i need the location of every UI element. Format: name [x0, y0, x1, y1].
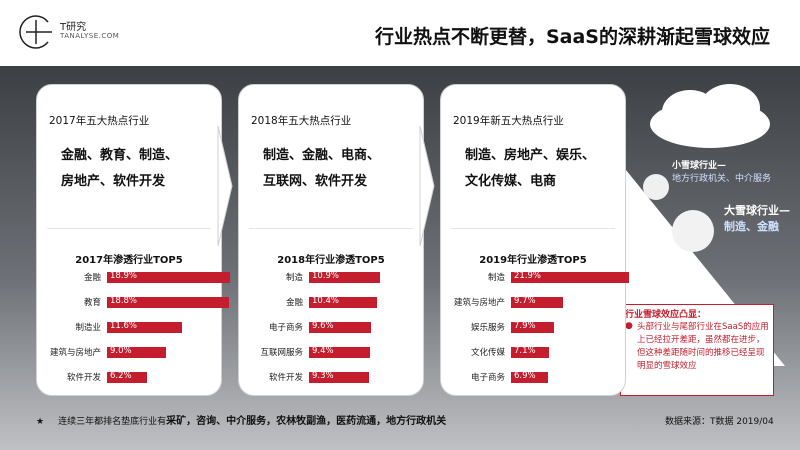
bar: 9.0%: [107, 346, 166, 358]
hot-line-2: 文化传媒、电商: [465, 174, 557, 189]
bar-label: 建筑与房地产: [49, 348, 101, 358]
star-icon: ★: [36, 417, 45, 427]
panel-arrow-icon: [419, 126, 435, 246]
panel-title: 2018年五大热点行业: [251, 115, 352, 127]
small-snowball-label: 小雪球行业— 地方行政机关、中介服务: [672, 158, 771, 184]
bar-label: 软件开发: [268, 373, 303, 383]
logo-subtitle: TANALYSE.COM: [60, 32, 120, 40]
bar-label: 电子商务: [268, 323, 303, 333]
hot-line-2: 房地产、软件开发: [61, 174, 166, 189]
small-snowball-desc: 地方行政机关、中介服务: [672, 174, 772, 184]
bar: 9.4%: [309, 346, 370, 358]
logo: T研究 TANALYSE.COM: [18, 14, 138, 54]
bar-value-label: 7.1%: [514, 346, 536, 356]
bar: 10.4%: [309, 296, 377, 308]
cloud-icon: [650, 84, 770, 148]
logo-name: T研究: [60, 22, 87, 33]
bar-label: 金融: [285, 298, 303, 308]
bar: 11.6%: [107, 321, 182, 333]
hot-line-1: 金融、教育、制造、: [61, 148, 179, 163]
bar-label: 娱乐服务: [470, 323, 505, 333]
bar-label: 制造: [285, 273, 303, 283]
bar-value-label: 11.6%: [110, 321, 138, 331]
hot-line-1: 制造、金融、电商、: [263, 148, 381, 163]
divider: [451, 228, 615, 229]
panel-title: 2017年五大热点行业: [49, 115, 150, 127]
bar: 9.6%: [309, 321, 371, 333]
bar-value-label: 21.9%: [514, 271, 542, 281]
bar: 7.1%: [511, 346, 549, 358]
bar-label: 制造: [487, 273, 505, 283]
bar-label: 互联网服务: [260, 348, 303, 358]
bar-value-label: 9.0%: [110, 346, 132, 356]
hot-industries: 制造、金融、电商、 互联网、软件开发: [263, 143, 413, 195]
bar-value-label: 9.7%: [514, 296, 536, 306]
data-source: 数据来源：T数据 2019/04: [665, 417, 774, 427]
bar-label: 金融: [83, 273, 101, 283]
footnote-prefix: 连续三年都排名垫底行业有: [58, 417, 167, 427]
bar-value-label: 7.9%: [514, 321, 536, 331]
industry-panel-3: 2019年新五大热点行业制造、房地产、娱乐、 文化传媒、电商 2019年行业渗透TO…: [440, 84, 629, 396]
bar-value-label: 6.9%: [514, 371, 536, 381]
bar-label: 软件开发: [66, 373, 101, 383]
effect-body: 头部行业与尾部行业在SaaS的应用上已经拉开差距，虽然都在进步，但这种差距随时间…: [637, 322, 769, 371]
industry-panel-1: 2017年五大热点行业金融、教育、制造、 房地产、软件开发 2017年渗透行业TOP…: [36, 84, 230, 396]
bar-value-label: 10.4%: [312, 296, 340, 306]
big-snowball-label: 大雪球行业— 制造、金融: [724, 202, 790, 234]
footnote: ★ 连续三年都排名垫底行业有采矿，咨询、中介服务，农林牧副渔，医药流通，地方行政机…: [36, 412, 446, 427]
effect-bullet: ●: [625, 321, 633, 331]
big-snowball-icon: [672, 210, 714, 252]
bar-label: 建筑与房地产: [453, 298, 505, 308]
bar: 7.9%: [511, 321, 554, 333]
chart-title: 2018年行业渗透TOP5: [277, 255, 385, 266]
bar-label: 制造业: [75, 323, 101, 333]
hot-line-1: 制造、房地产、娱乐、: [465, 148, 596, 163]
chart-title: 2019年行业渗透TOP5: [479, 255, 587, 266]
chart-title: 2017年渗透行业TOP5: [75, 255, 183, 266]
bar-value-label: 18.8%: [110, 296, 138, 306]
bar-value-label: 10.9%: [312, 271, 340, 281]
bar-value-label: 9.6%: [312, 321, 334, 331]
bar: 9.3%: [309, 371, 369, 383]
logo-mark-icon: [19, 15, 52, 49]
bar: 21.9%: [511, 271, 629, 283]
header: T研究 TANALYSE.COM 行业热点不断更替，SaaS的深耕渐起雪球效应: [0, 0, 800, 62]
bar-value-label: 9.4%: [312, 346, 334, 356]
divider: [249, 228, 413, 229]
bar: 18.9%: [107, 271, 230, 283]
bar-value-label: 9.3%: [312, 371, 334, 381]
panel-title: 2019年新五大热点行业: [453, 115, 564, 127]
small-snowball-icon: [643, 174, 669, 200]
bar: 6.2%: [107, 371, 147, 383]
hot-industries: 金融、教育、制造、 房地产、软件开发: [61, 143, 211, 195]
bar-label: 文化传媒: [470, 348, 505, 358]
bar-value-label: 6.2%: [110, 371, 132, 381]
bar: 6.9%: [511, 371, 548, 383]
hot-line-2: 互联网、软件开发: [263, 174, 368, 189]
big-snowball-title: 大雪球行业—: [724, 204, 790, 217]
snowball-effect-box: 行业雪球效应凸显： ● 头部行业与尾部行业在SaaS的应用上已经拉开差距，虽然都…: [620, 304, 774, 396]
divider: [47, 228, 211, 229]
hot-industries: 制造、房地产、娱乐、 文化传媒、电商: [465, 143, 615, 195]
industry-panel-2: 2018年五大热点行业制造、金融、电商、 互联网、软件开发 2018年行业渗透TOP…: [238, 84, 424, 396]
page-title: 行业热点不断更替，SaaS的深耕渐起雪球效应: [374, 26, 770, 48]
small-snowball-title: 小雪球行业—: [672, 161, 727, 171]
effect-title: 行业雪球效应凸显：: [625, 310, 707, 320]
bar-label: 教育: [83, 298, 101, 308]
bar: 18.8%: [107, 296, 229, 308]
big-snowball-desc: 制造、金融: [724, 220, 779, 233]
bar-value-label: 18.9%: [110, 271, 138, 281]
footnote-bold: 采矿，咨询、中介服务，农林牧副渔，医药流通，地方行政机关: [166, 416, 447, 427]
panel-arrow-icon: [217, 126, 233, 246]
bar: 10.9%: [309, 271, 380, 283]
bar-label: 电子商务: [470, 373, 505, 383]
bar: 9.7%: [511, 296, 563, 308]
